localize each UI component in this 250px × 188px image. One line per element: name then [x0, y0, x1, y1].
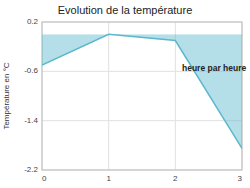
y-axis-label: Température en °C: [2, 62, 11, 129]
data-group: [42, 34, 242, 148]
x-tick-label: 1: [106, 174, 111, 183]
grid: [42, 22, 242, 170]
area: [42, 34, 242, 148]
x-tick-label: 3: [238, 174, 243, 183]
y-tick-label: 0.2: [27, 17, 39, 26]
chart-container: 0.2 -0.6 -1.4 -2.2 0 1 2 3 Evolution de la tempé…: [0, 0, 250, 188]
area-group: [42, 34, 242, 148]
x-tick-label: 2: [173, 174, 178, 183]
plot-frame: [42, 22, 242, 170]
y-tick-label: -2.2: [24, 165, 38, 174]
x-tick-label: 0: [42, 174, 47, 183]
line: [42, 34, 242, 148]
y-tick-label: -0.6: [24, 66, 38, 75]
annotation: heure par heure: [182, 63, 247, 73]
chart: 0.2 -0.6 -1.4 -2.2 0 1 2 3 Evolution de la tempé…: [0, 0, 250, 188]
y-tick-label: -1.4: [24, 116, 38, 125]
grid-line: [108, 22, 109, 170]
plot-background: [42, 22, 242, 170]
grid-line: [175, 22, 176, 170]
grid-line: [42, 120, 242, 121]
title: Evolution de la température: [58, 4, 193, 16]
